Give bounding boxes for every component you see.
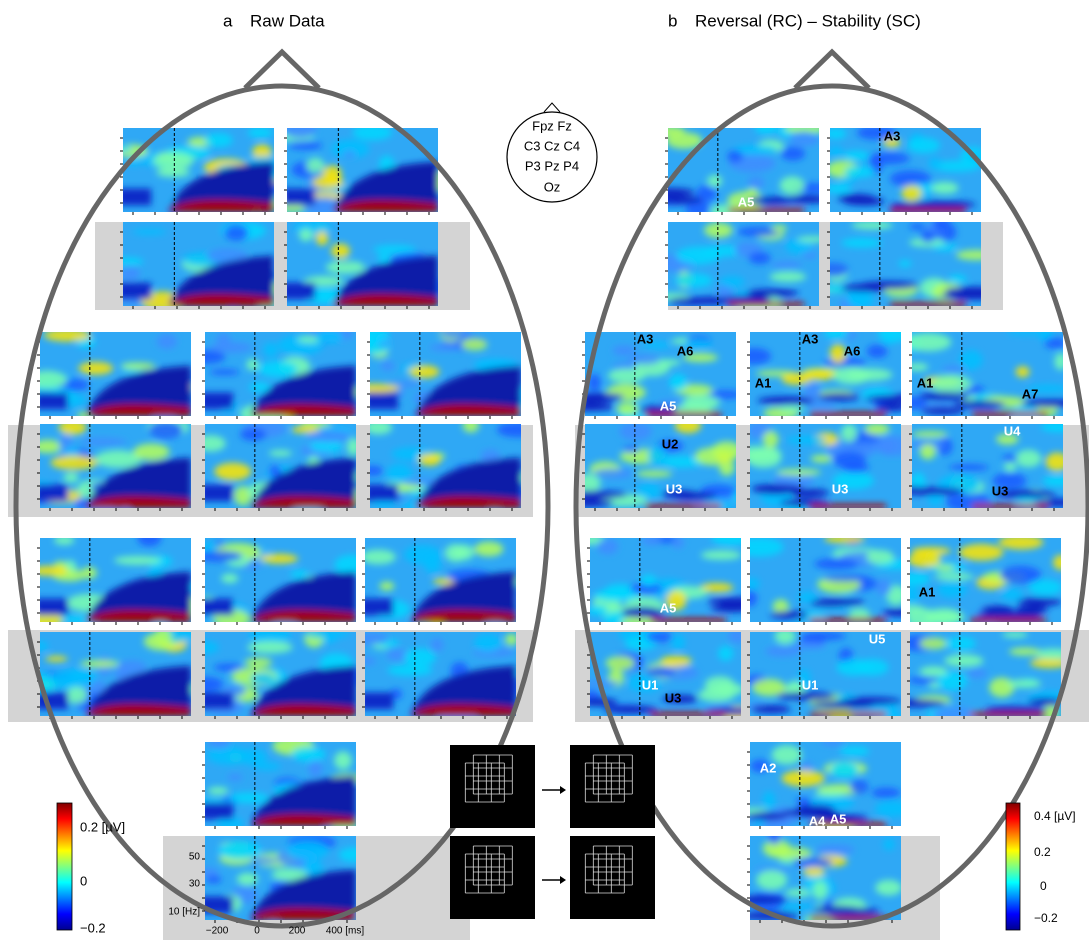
- tf-panel: [266, 220, 456, 309]
- annotation: A4: [809, 813, 826, 828]
- tf-panel: [190, 627, 371, 719]
- y-tick-label: 30: [189, 879, 201, 890]
- annotation: A5: [660, 600, 677, 615]
- annotation: U1: [802, 677, 819, 692]
- tf-panel: [23, 329, 194, 419]
- tf-panel: [895, 535, 1069, 628]
- electrode-row: P3 Pz P4: [525, 158, 579, 173]
- tf-panel: [20, 530, 202, 630]
- annotation: U4: [1004, 423, 1021, 438]
- y-tick-label: 10 [Hz]: [168, 907, 200, 918]
- annotation: A3: [884, 128, 901, 143]
- annotation: A1: [919, 584, 936, 599]
- colorbar-left: 0.2 [µV] 0 −0.2: [57, 803, 125, 935]
- tf-panel: [565, 332, 742, 422]
- annotation: A7: [1022, 386, 1039, 401]
- annotation: U2: [662, 436, 679, 451]
- annotation: A1: [755, 375, 772, 390]
- x-tick-label: −200: [206, 926, 229, 937]
- annotation: U1: [642, 677, 659, 692]
- x-tick-label: 400 [ms]: [326, 926, 365, 937]
- tf-panel: [198, 835, 372, 923]
- tf-panel: [734, 422, 916, 511]
- tf-panel: [196, 420, 362, 511]
- annotation: U3: [992, 483, 1009, 498]
- tf-panel: [186, 326, 360, 424]
- stimuli: [450, 745, 655, 919]
- annotation: A2: [760, 760, 777, 775]
- annotation: U3: [832, 481, 849, 496]
- tf-panel: [362, 419, 539, 512]
- x-tick-label: 200: [289, 926, 306, 937]
- electrode-row: Oz: [544, 179, 561, 194]
- panel-title: Reversal (RC) – Stability (SC): [695, 11, 921, 30]
- colorbar-tick: 0: [80, 873, 87, 888]
- colorbar-tick: 0: [1040, 879, 1047, 893]
- annotation: A3: [637, 331, 654, 346]
- annotation: A5: [738, 194, 755, 209]
- tf-panel: [735, 533, 918, 625]
- colorbar-tick: −0.2: [80, 920, 106, 935]
- electrode-row: C3 Cz C4: [524, 138, 580, 153]
- annotation: A6: [677, 343, 694, 358]
- annotation: A1: [917, 375, 934, 390]
- panel-title: Raw Data: [250, 11, 325, 30]
- tf-panel: [111, 222, 286, 311]
- tf-panel: [653, 222, 829, 314]
- electrode-row: Fpz Fz: [532, 118, 572, 133]
- annotation: A5: [660, 398, 677, 413]
- tf-panel: [729, 830, 902, 925]
- y-tick-label: 50: [189, 852, 201, 863]
- tf-panel: [197, 538, 370, 628]
- tf-panel: [352, 323, 532, 419]
- tf-panel: [185, 736, 365, 834]
- figure: a Raw Data b Reversal (RC) – Stability (…: [0, 0, 1089, 940]
- tf-panel: [825, 125, 986, 215]
- annotation: U5: [869, 631, 886, 646]
- annotation: A3: [802, 331, 819, 346]
- colorbar-tick: 0.2 [µV]: [80, 819, 125, 834]
- tf-panel: [27, 418, 191, 511]
- annotation: U3: [665, 690, 682, 705]
- tf-panel: [740, 738, 911, 831]
- head-outlines: [245, 52, 869, 88]
- panel-label: a: [223, 11, 233, 30]
- colorbar-tick: 0.2: [1034, 845, 1051, 859]
- annotation: A5: [830, 811, 847, 826]
- tf-panel: [559, 418, 742, 511]
- tf-panel: [269, 119, 458, 215]
- electrode-map: Fpz Fz C3 Cz C4 P3 Pz P4 Oz: [507, 103, 597, 202]
- annotation: U3: [666, 481, 683, 496]
- tf-panel: [116, 127, 288, 215]
- x-tick-label: 0: [254, 926, 260, 937]
- tf-panel: [353, 632, 531, 721]
- colorbar-tick: −0.2: [1034, 911, 1058, 925]
- panel-label: b: [668, 11, 677, 30]
- tf-panel: [737, 324, 929, 419]
- annotation: A6: [844, 343, 861, 358]
- tf-panel: [360, 538, 523, 625]
- tf-panel: [816, 217, 1009, 314]
- colorbar-tick: 0.4 [µV]: [1034, 809, 1076, 823]
- colorbar-right: 0.4 [µV] 0.2 0 −0.2: [1006, 803, 1076, 930]
